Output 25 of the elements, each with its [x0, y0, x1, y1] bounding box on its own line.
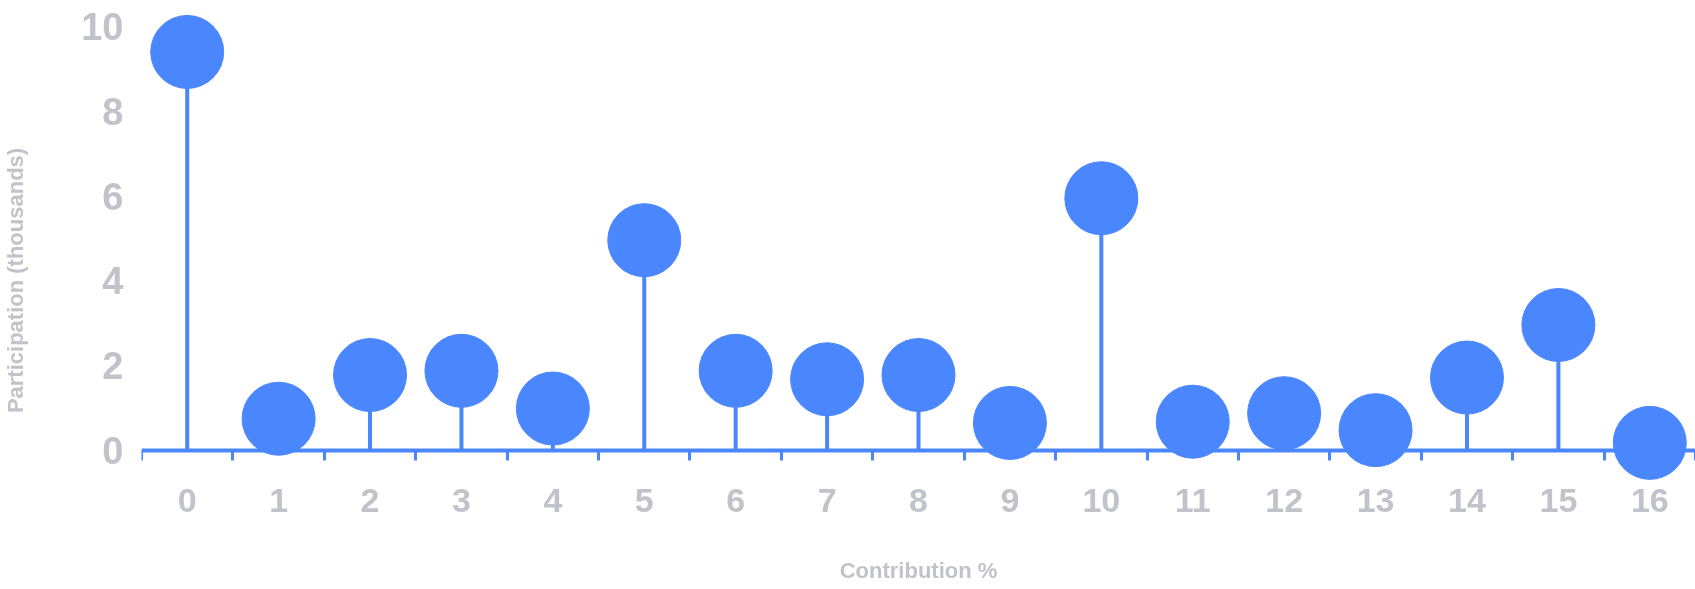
x-tick-label: 14	[1448, 480, 1486, 519]
x-tick-label: 1	[269, 480, 289, 519]
x-tick-label: 13	[1356, 480, 1395, 519]
x-tick-label: 9	[1000, 480, 1020, 519]
x-tick-label: 12	[1265, 480, 1304, 519]
x-tick-label: 7	[817, 480, 837, 519]
x-tick-label: 15	[1539, 480, 1578, 519]
x-axis-title: Contribution %	[839, 557, 998, 583]
x-tick-label: 0	[177, 480, 197, 519]
y-tick-label: 6	[102, 175, 124, 218]
x-tick-label: 3	[451, 480, 471, 519]
x-tick-label: 16	[1630, 480, 1669, 519]
x-tick-label: 4	[543, 480, 563, 519]
y-tick-label: 10	[81, 6, 124, 48]
x-tick-label: 2	[360, 480, 380, 519]
x-tick-label: 10	[1082, 480, 1121, 519]
x-tick-label: 8	[909, 480, 928, 519]
x-tick-label: 11	[1174, 480, 1211, 519]
y-tick-label: 8	[102, 90, 124, 133]
x-tick-label: 6	[726, 480, 746, 519]
y-tick-label: 2	[102, 345, 124, 388]
y-tick-label: 4	[102, 260, 124, 303]
x-tick-label: 5	[634, 480, 654, 519]
y-tick-label: 0	[102, 430, 124, 472]
y-axis-title: Participation (thousands)	[3, 147, 29, 414]
